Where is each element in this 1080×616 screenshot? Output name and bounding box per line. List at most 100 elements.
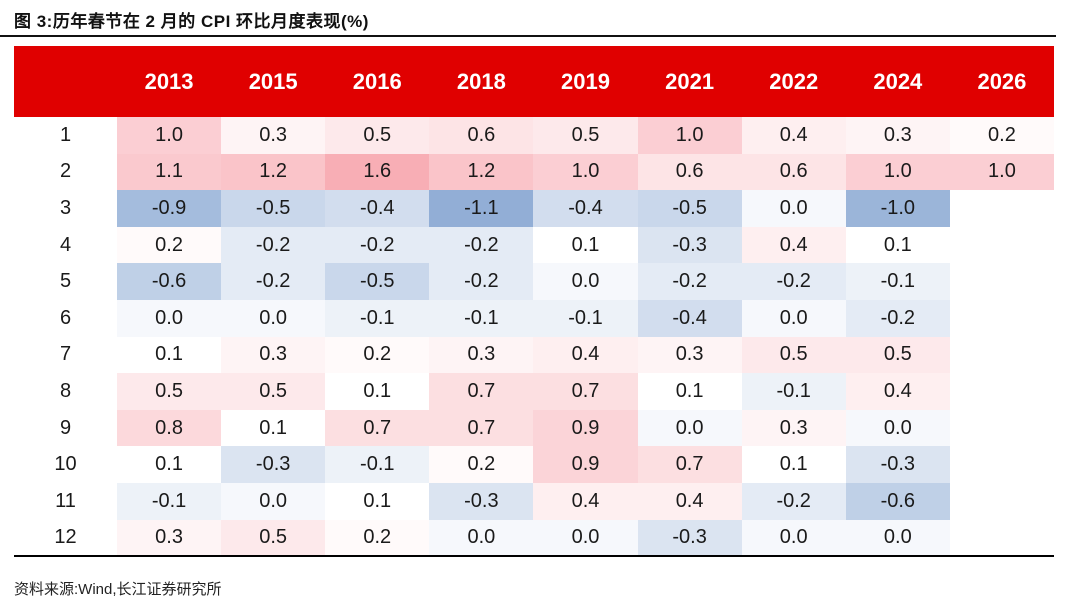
heatmap-cell-2024-m8: 0.4 — [845, 373, 950, 410]
heatmap-cell-2026-m12 — [949, 519, 1054, 557]
heatmap-cell-2015-m1: 0.3 — [221, 117, 326, 154]
heatmap-cell-2024-m1: 0.3 — [845, 117, 950, 154]
heatmap-cell-2016-m8: 0.1 — [325, 373, 430, 410]
heatmap-cell-2024-m5: -0.1 — [845, 263, 950, 300]
heatmap-cell-2021-m3: -0.5 — [637, 190, 742, 227]
heatmap-cell-2022-m2: 0.6 — [741, 153, 846, 191]
heatmap-cell-2024-m9: 0.0 — [845, 409, 950, 447]
month-label: 7 — [14, 336, 117, 374]
heatmap-cell-2021-m9: 0.0 — [637, 409, 742, 447]
heatmap-cell-2021-m2: 0.6 — [637, 153, 742, 191]
month-label: 1 — [14, 117, 117, 154]
heatmap-cell-2016-m5: -0.5 — [325, 263, 430, 300]
heatmap-cell-2022-m4: 0.4 — [741, 226, 846, 264]
heatmap-cell-2013-m8: 0.5 — [117, 373, 222, 410]
table-body: 1 1.0 0.3 0.5 0.6 0.5 1.0 0.4 0.3 0.2 2 1.1 1.2 1.6 1.… — [14, 117, 1054, 557]
month-label: 9 — [14, 409, 117, 447]
month-row-8: 8 0.5 0.5 0.1 0.7 0.7 0.1 -0.1 0.4 — [14, 373, 1054, 410]
heatmap-cell-2013-m7: 0.1 — [117, 336, 222, 374]
heatmap-cell-2024-m6: -0.2 — [845, 299, 950, 337]
heatmap-cell-2026-m11 — [949, 482, 1054, 520]
heatmap-cell-2026-m5 — [949, 263, 1054, 300]
heatmap-cell-2022-m1: 0.4 — [741, 117, 846, 154]
month-row-1: 1 1.0 0.3 0.5 0.6 0.5 1.0 0.4 0.3 0.2 — [14, 117, 1054, 154]
year-header-2024: 2024 — [845, 46, 950, 117]
heatmap-cell-2018-m9: 0.7 — [429, 409, 534, 447]
month-row-6: 6 0.0 0.0 -0.1 -0.1 -0.1 -0.4 0.0 -0.2 — [14, 299, 1054, 337]
heatmap-cell-2024-m7: 0.5 — [845, 336, 950, 374]
year-header-2022: 2022 — [741, 46, 846, 117]
heatmap-cell-2024-m10: -0.3 — [845, 446, 950, 483]
heatmap-cell-2022-m8: -0.1 — [741, 373, 846, 410]
heatmap-cell-2015-m10: -0.3 — [221, 446, 326, 483]
heatmap-cell-2015-m4: -0.2 — [221, 226, 326, 264]
heatmap-cell-2019-m7: 0.4 — [533, 336, 638, 374]
heatmap-cell-2019-m11: 0.4 — [533, 482, 638, 520]
month-row-10: 10 0.1 -0.3 -0.1 0.2 0.9 0.7 0.1 -0.3 — [14, 446, 1054, 483]
heatmap-cell-2015-m5: -0.2 — [221, 263, 326, 300]
heatmap-cell-2016-m9: 0.7 — [325, 409, 430, 447]
heatmap-cell-2026-m3 — [949, 190, 1054, 227]
heatmap-cell-2019-m2: 1.0 — [533, 153, 638, 191]
heatmap-cell-2013-m5: -0.6 — [117, 263, 222, 300]
month-row-11: 11 -0.1 0.0 0.1 -0.3 0.4 0.4 -0.2 -0.6 — [14, 482, 1054, 520]
heatmap-cell-2018-m12: 0.0 — [429, 519, 534, 557]
heatmap-cell-2016-m6: -0.1 — [325, 299, 430, 337]
heatmap-cell-2015-m2: 1.2 — [221, 153, 326, 191]
heatmap-cell-2022-m5: -0.2 — [741, 263, 846, 300]
month-label: 11 — [14, 482, 117, 520]
year-header-row: 2013 2015 2016 2018 2019 2021 2022 2024 2026 — [14, 46, 1054, 117]
month-label: 8 — [14, 373, 117, 410]
heatmap-cell-2016-m4: -0.2 — [325, 226, 430, 264]
source-note: 资料来源:Wind,长江证券研究所 — [14, 581, 222, 598]
table-header: 2013 2015 2016 2018 2019 2021 2022 2024 2026 — [14, 46, 1054, 117]
heatmap-cell-2016-m12: 0.2 — [325, 519, 430, 557]
month-row-4: 4 0.2 -0.2 -0.2 -0.2 0.1 -0.3 0.4 0.1 — [14, 226, 1054, 264]
heatmap-cell-2018-m2: 1.2 — [429, 153, 534, 191]
heatmap-cell-2026-m9 — [949, 409, 1054, 447]
heatmap-cell-2019-m8: 0.7 — [533, 373, 638, 410]
heatmap-cell-2019-m1: 0.5 — [533, 117, 638, 154]
year-header-2021: 2021 — [637, 46, 742, 117]
heatmap-cell-2016-m3: -0.4 — [325, 190, 430, 227]
cpi-heatmap-table: 2013 2015 2016 2018 2019 2021 2022 2024 2026 1 1.… — [14, 46, 1054, 558]
heatmap-cell-2015-m6: 0.0 — [221, 299, 326, 337]
year-header-2016: 2016 — [325, 46, 430, 117]
heatmap-cell-2013-m6: 0.0 — [117, 299, 222, 337]
heatmap-cell-2018-m4: -0.2 — [429, 226, 534, 264]
heatmap-cell-2021-m7: 0.3 — [637, 336, 742, 374]
year-header-2013: 2013 — [117, 46, 222, 117]
month-row-2: 2 1.1 1.2 1.6 1.2 1.0 0.6 0.6 1.0 1.0 — [14, 153, 1054, 191]
heatmap-cell-2021-m10: 0.7 — [637, 446, 742, 483]
month-row-7: 7 0.1 0.3 0.2 0.3 0.4 0.3 0.5 0.5 — [14, 336, 1054, 374]
heatmap-cell-2013-m1: 1.0 — [117, 117, 222, 154]
month-row-9: 9 0.8 0.1 0.7 0.7 0.9 0.0 0.3 0.0 — [14, 409, 1054, 447]
heatmap-cell-2019-m5: 0.0 — [533, 263, 638, 300]
heatmap-cell-2018-m3: -1.1 — [429, 190, 534, 227]
heatmap-cell-2021-m12: -0.3 — [637, 519, 742, 557]
month-label: 4 — [14, 226, 117, 264]
corner-header-cell — [14, 46, 117, 117]
heatmap-cell-2024-m11: -0.6 — [845, 482, 950, 520]
heatmap-cell-2019-m10: 0.9 — [533, 446, 638, 483]
heatmap-cell-2024-m12: 0.0 — [845, 519, 950, 557]
heatmap-cell-2022-m7: 0.5 — [741, 336, 846, 374]
heatmap-cell-2022-m12: 0.0 — [741, 519, 846, 557]
heatmap-cell-2019-m12: 0.0 — [533, 519, 638, 557]
heatmap-cell-2013-m9: 0.8 — [117, 409, 222, 447]
month-label: 10 — [14, 446, 117, 483]
heatmap-cell-2016-m1: 0.5 — [325, 117, 430, 154]
heatmap-cell-2013-m4: 0.2 — [117, 226, 222, 264]
year-header-2018: 2018 — [429, 46, 534, 117]
month-row-12: 12 0.3 0.5 0.2 0.0 0.0 -0.3 0.0 0.0 — [14, 519, 1054, 557]
heatmap-cell-2016-m2: 1.6 — [325, 153, 430, 191]
heatmap-cell-2024-m3: -1.0 — [845, 190, 950, 227]
heatmap-cell-2019-m9: 0.9 — [533, 409, 638, 447]
heatmap-cell-2021-m1: 1.0 — [637, 117, 742, 154]
heatmap-cell-2015-m7: 0.3 — [221, 336, 326, 374]
year-header-2026: 2026 — [949, 46, 1054, 117]
heatmap-cell-2024-m2: 1.0 — [845, 153, 950, 191]
figure-title: 图 3:历年春节在 2 月的 CPI 环比月度表现(%) — [14, 12, 369, 31]
heatmap-cell-2018-m11: -0.3 — [429, 482, 534, 520]
heatmap-cell-2013-m11: -0.1 — [117, 482, 222, 520]
